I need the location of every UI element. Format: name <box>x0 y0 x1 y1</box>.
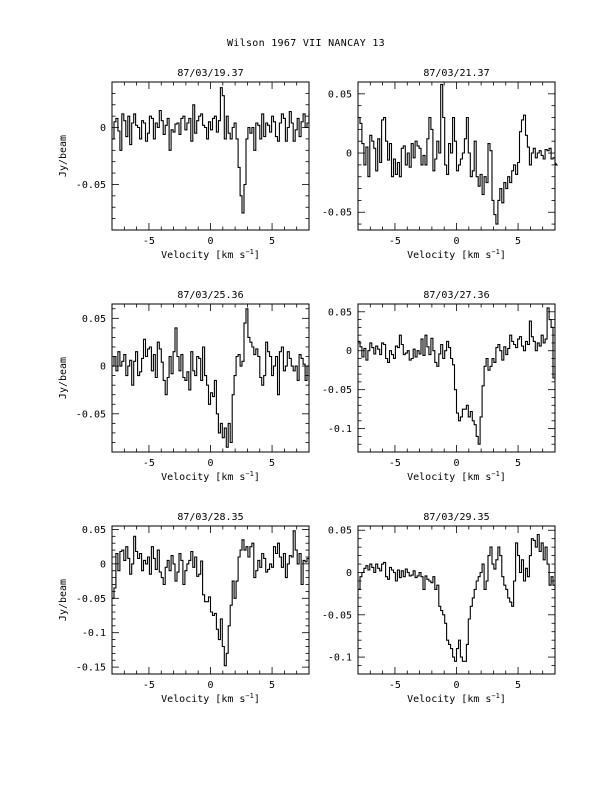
spectrum-line <box>358 83 559 225</box>
panel-title: 87/03/29.35 <box>423 512 489 523</box>
x-axis-label: Velocity [km s−1] <box>161 692 260 705</box>
x-tick-label: 0 <box>207 680 213 691</box>
page-title: Wilson 1967 VII NANCAY 13 <box>226 38 385 49</box>
y-tick-label: -0.05 <box>322 610 352 621</box>
x-tick-label: 5 <box>515 680 521 691</box>
y-tick-label: -0.05 <box>322 385 352 396</box>
y-tick-label: 0 <box>100 362 106 373</box>
y-tick-label: 0.05 <box>328 89 352 100</box>
x-tick-label: 0 <box>453 680 459 691</box>
y-tick-label: 0.05 <box>82 314 106 325</box>
spectrum-line <box>112 530 310 667</box>
y-tick-label: -0.1 <box>328 653 352 664</box>
y-axis-label: Jy/beam <box>58 579 69 621</box>
x-axis-label: Velocity [km s−1] <box>407 470 506 483</box>
chart-panel: 87/03/19.37 -5 0 5 0 -0.05 Velocity [km s−1] Jy… <box>58 68 310 261</box>
x-tick-label: 0 <box>207 458 213 469</box>
y-tick-label: -0.05 <box>76 594 106 605</box>
y-tick-label: -0.15 <box>76 663 106 674</box>
y-tick-label: 0.05 <box>328 526 352 537</box>
chart-panel: 87/03/21.37 -5 0 5 0.05 0 -0.05 Velocity [km s−… <box>322 68 559 261</box>
x-tick-label: 5 <box>515 236 521 247</box>
x-tick-label: 5 <box>269 680 275 691</box>
y-tick-label: 0 <box>346 149 352 160</box>
x-tick-label: -5 <box>389 236 401 247</box>
y-axis-label: Jy/beam <box>58 357 69 399</box>
panel-title: 87/03/21.37 <box>423 68 489 79</box>
x-axis-label: Velocity [km s−1] <box>161 470 260 483</box>
y-tick-label: 0.05 <box>328 307 352 318</box>
x-axis-label: Velocity [km s−1] <box>407 248 506 261</box>
x-tick-label: -5 <box>143 458 155 469</box>
x-tick-label: 0 <box>453 236 459 247</box>
x-tick-label: 0 <box>453 458 459 469</box>
y-tick-label: -0.05 <box>322 208 352 219</box>
x-tick-label: 0 <box>207 236 213 247</box>
x-tick-label: -5 <box>143 236 155 247</box>
panel-title: 87/03/19.37 <box>177 68 243 79</box>
chart-panel: 87/03/27.36 -5 0 5 0.05 0 -0.05 -0.1 Velocity [k… <box>322 290 556 483</box>
y-tick-label: 0 <box>100 559 106 570</box>
y-tick-label: -0.1 <box>82 628 106 639</box>
x-tick-label: -5 <box>389 458 401 469</box>
spectrum-line <box>358 533 556 662</box>
panel-title: 87/03/28.35 <box>177 512 243 523</box>
y-axis-label: Jy/beam <box>58 135 69 177</box>
x-tick-label: -5 <box>143 680 155 691</box>
x-tick-label: 5 <box>269 458 275 469</box>
chart-panel: 87/03/28.35 -5 0 5 0.05 0 -0.05 -0.1 -0.15 Veloci… <box>58 512 310 705</box>
x-axis-label: Velocity [km s−1] <box>407 692 506 705</box>
plot-frame <box>357 303 556 453</box>
y-tick-label: -0.1 <box>328 424 352 435</box>
plot-frame <box>111 81 310 231</box>
spectrum-line <box>112 308 310 448</box>
panel-title: 87/03/25.36 <box>177 290 243 301</box>
chart-panel: 87/03/25.36 -5 0 5 0.05 0 -0.05 Velocity [km s−… <box>58 290 310 483</box>
x-tick-label: 5 <box>515 458 521 469</box>
x-axis-label: Velocity [km s−1] <box>161 248 260 261</box>
chart-panel: 87/03/29.35 -5 0 5 0.05 0 -0.05 -0.1 Velocity [k… <box>322 512 556 705</box>
spectrum-line <box>358 307 556 445</box>
y-tick-label: -0.05 <box>76 409 106 420</box>
x-tick-label: -5 <box>389 680 401 691</box>
y-tick-label: 0 <box>100 123 106 134</box>
y-tick-label: -0.05 <box>76 180 106 191</box>
x-tick-label: 5 <box>269 236 275 247</box>
y-tick-label: 0.05 <box>82 525 106 536</box>
y-tick-label: 0 <box>346 568 352 579</box>
spectrum-line <box>112 87 310 214</box>
panel-title: 87/03/27.36 <box>423 290 489 301</box>
y-tick-label: 0 <box>346 346 352 357</box>
